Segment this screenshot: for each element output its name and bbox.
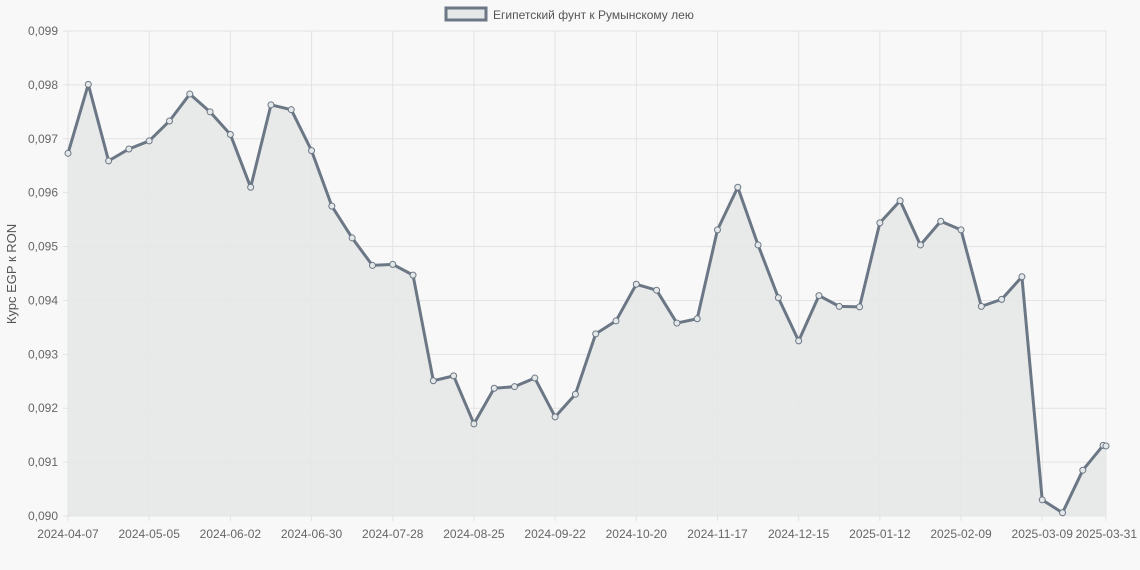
data-point[interactable] — [754, 241, 762, 249]
data-point[interactable] — [957, 226, 965, 234]
data-point[interactable] — [470, 420, 478, 428]
data-point[interactable] — [348, 234, 356, 242]
data-point[interactable] — [876, 219, 884, 227]
data-point[interactable] — [653, 286, 661, 294]
data-point[interactable] — [247, 183, 255, 191]
y-tick-label: 0,096 — [28, 186, 58, 200]
data-point[interactable] — [1079, 466, 1087, 474]
data-point[interactable] — [856, 303, 864, 311]
legend-swatch[interactable] — [444, 6, 488, 22]
data-point[interactable] — [531, 374, 539, 382]
y-axis: 0,099 0,098 0,097 0,096 0,095 0,094 0,093 0,092… — [28, 24, 58, 523]
x-tick-label: 2024-06-02 — [200, 527, 262, 541]
data-point[interactable] — [308, 147, 316, 155]
data-point[interactable] — [795, 337, 803, 345]
data-point[interactable] — [84, 80, 92, 88]
y-tick-label: 0,090 — [28, 509, 58, 523]
data-point[interactable] — [206, 108, 214, 116]
x-tick-label: 2024-11-17 — [687, 527, 748, 541]
y-tick-label: 0,091 — [28, 455, 58, 469]
x-tick-label: 2024-06-30 — [281, 527, 343, 541]
data-point[interactable] — [1059, 509, 1067, 517]
data-point[interactable] — [592, 330, 600, 338]
data-point[interactable] — [409, 271, 417, 279]
data-point[interactable] — [734, 183, 742, 191]
data-point[interactable] — [450, 372, 458, 380]
data-point[interactable] — [145, 137, 153, 145]
x-tick-label: 2024-04-07 — [37, 527, 99, 541]
data-point[interactable] — [389, 260, 397, 268]
data-point[interactable] — [368, 261, 376, 269]
y-tick-label: 0,095 — [28, 240, 58, 254]
y-tick-label: 0,098 — [28, 78, 58, 92]
data-point[interactable] — [125, 145, 133, 153]
series-area — [68, 84, 1106, 516]
data-point[interactable] — [571, 390, 579, 398]
data-point[interactable] — [1018, 273, 1026, 281]
data-point[interactable] — [165, 117, 173, 125]
data-series — [64, 80, 1110, 517]
data-point[interactable] — [64, 149, 72, 157]
data-point[interactable] — [916, 241, 924, 249]
data-point[interactable] — [287, 106, 295, 114]
legend-label[interactable]: Египетский фунт к Румынскому лею — [493, 8, 694, 22]
y-axis-title: Курс EGP к RON — [4, 224, 19, 324]
data-point[interactable] — [429, 377, 437, 385]
x-tick-label: 2024-05-05 — [118, 527, 180, 541]
data-point[interactable] — [835, 302, 843, 310]
y-tick-label: 0,097 — [28, 132, 58, 146]
data-point[interactable] — [186, 90, 194, 98]
data-point[interactable] — [896, 197, 904, 205]
data-point[interactable] — [490, 384, 498, 392]
data-point[interactable] — [937, 217, 945, 225]
x-tick-label: 2024-10-20 — [606, 527, 668, 541]
data-point[interactable] — [328, 202, 336, 210]
x-tick-label: 2025-03-31 — [1076, 527, 1138, 541]
y-tick-label: 0,094 — [28, 293, 58, 307]
data-point[interactable] — [1102, 442, 1110, 450]
y-tick-label: 0,099 — [28, 24, 58, 38]
x-tick-label: 2025-02-09 — [930, 527, 992, 541]
data-point[interactable] — [632, 280, 640, 288]
data-point[interactable] — [977, 302, 985, 310]
x-tick-label: 2024-08-25 — [443, 527, 505, 541]
data-point[interactable] — [105, 157, 113, 165]
x-tick-label: 2024-09-22 — [524, 527, 586, 541]
data-point[interactable] — [693, 315, 701, 323]
x-tick-label: 2024-12-15 — [768, 527, 830, 541]
x-tick-label: 2024-07-28 — [362, 527, 424, 541]
x-axis: 2024-04-07 2024-05-05 2024-06-02 2024-06-30… — [37, 527, 1137, 541]
x-tick-label: 2025-01-12 — [849, 527, 911, 541]
data-point[interactable] — [551, 413, 559, 421]
data-point[interactable] — [713, 226, 721, 234]
data-point[interactable] — [815, 292, 823, 300]
data-point[interactable] — [612, 317, 620, 325]
y-tick-label: 0,092 — [28, 401, 58, 415]
data-point[interactable] — [673, 319, 681, 327]
data-point[interactable] — [511, 383, 519, 391]
x-tick-label: 2025-03-09 — [1012, 527, 1074, 541]
data-point[interactable] — [774, 294, 782, 302]
data-point[interactable] — [998, 295, 1006, 303]
data-point[interactable] — [226, 130, 234, 138]
y-tick-label: 0,093 — [28, 347, 58, 361]
data-point[interactable] — [267, 101, 275, 109]
data-point[interactable] — [1038, 496, 1046, 504]
legend[interactable]: Египетский фунт к Румынскому лею — [444, 6, 694, 22]
